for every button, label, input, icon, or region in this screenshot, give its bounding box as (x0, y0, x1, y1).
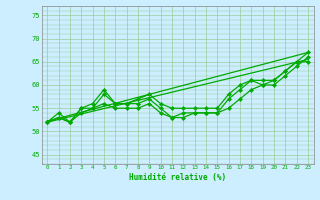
X-axis label: Humidité relative (%): Humidité relative (%) (129, 173, 226, 182)
